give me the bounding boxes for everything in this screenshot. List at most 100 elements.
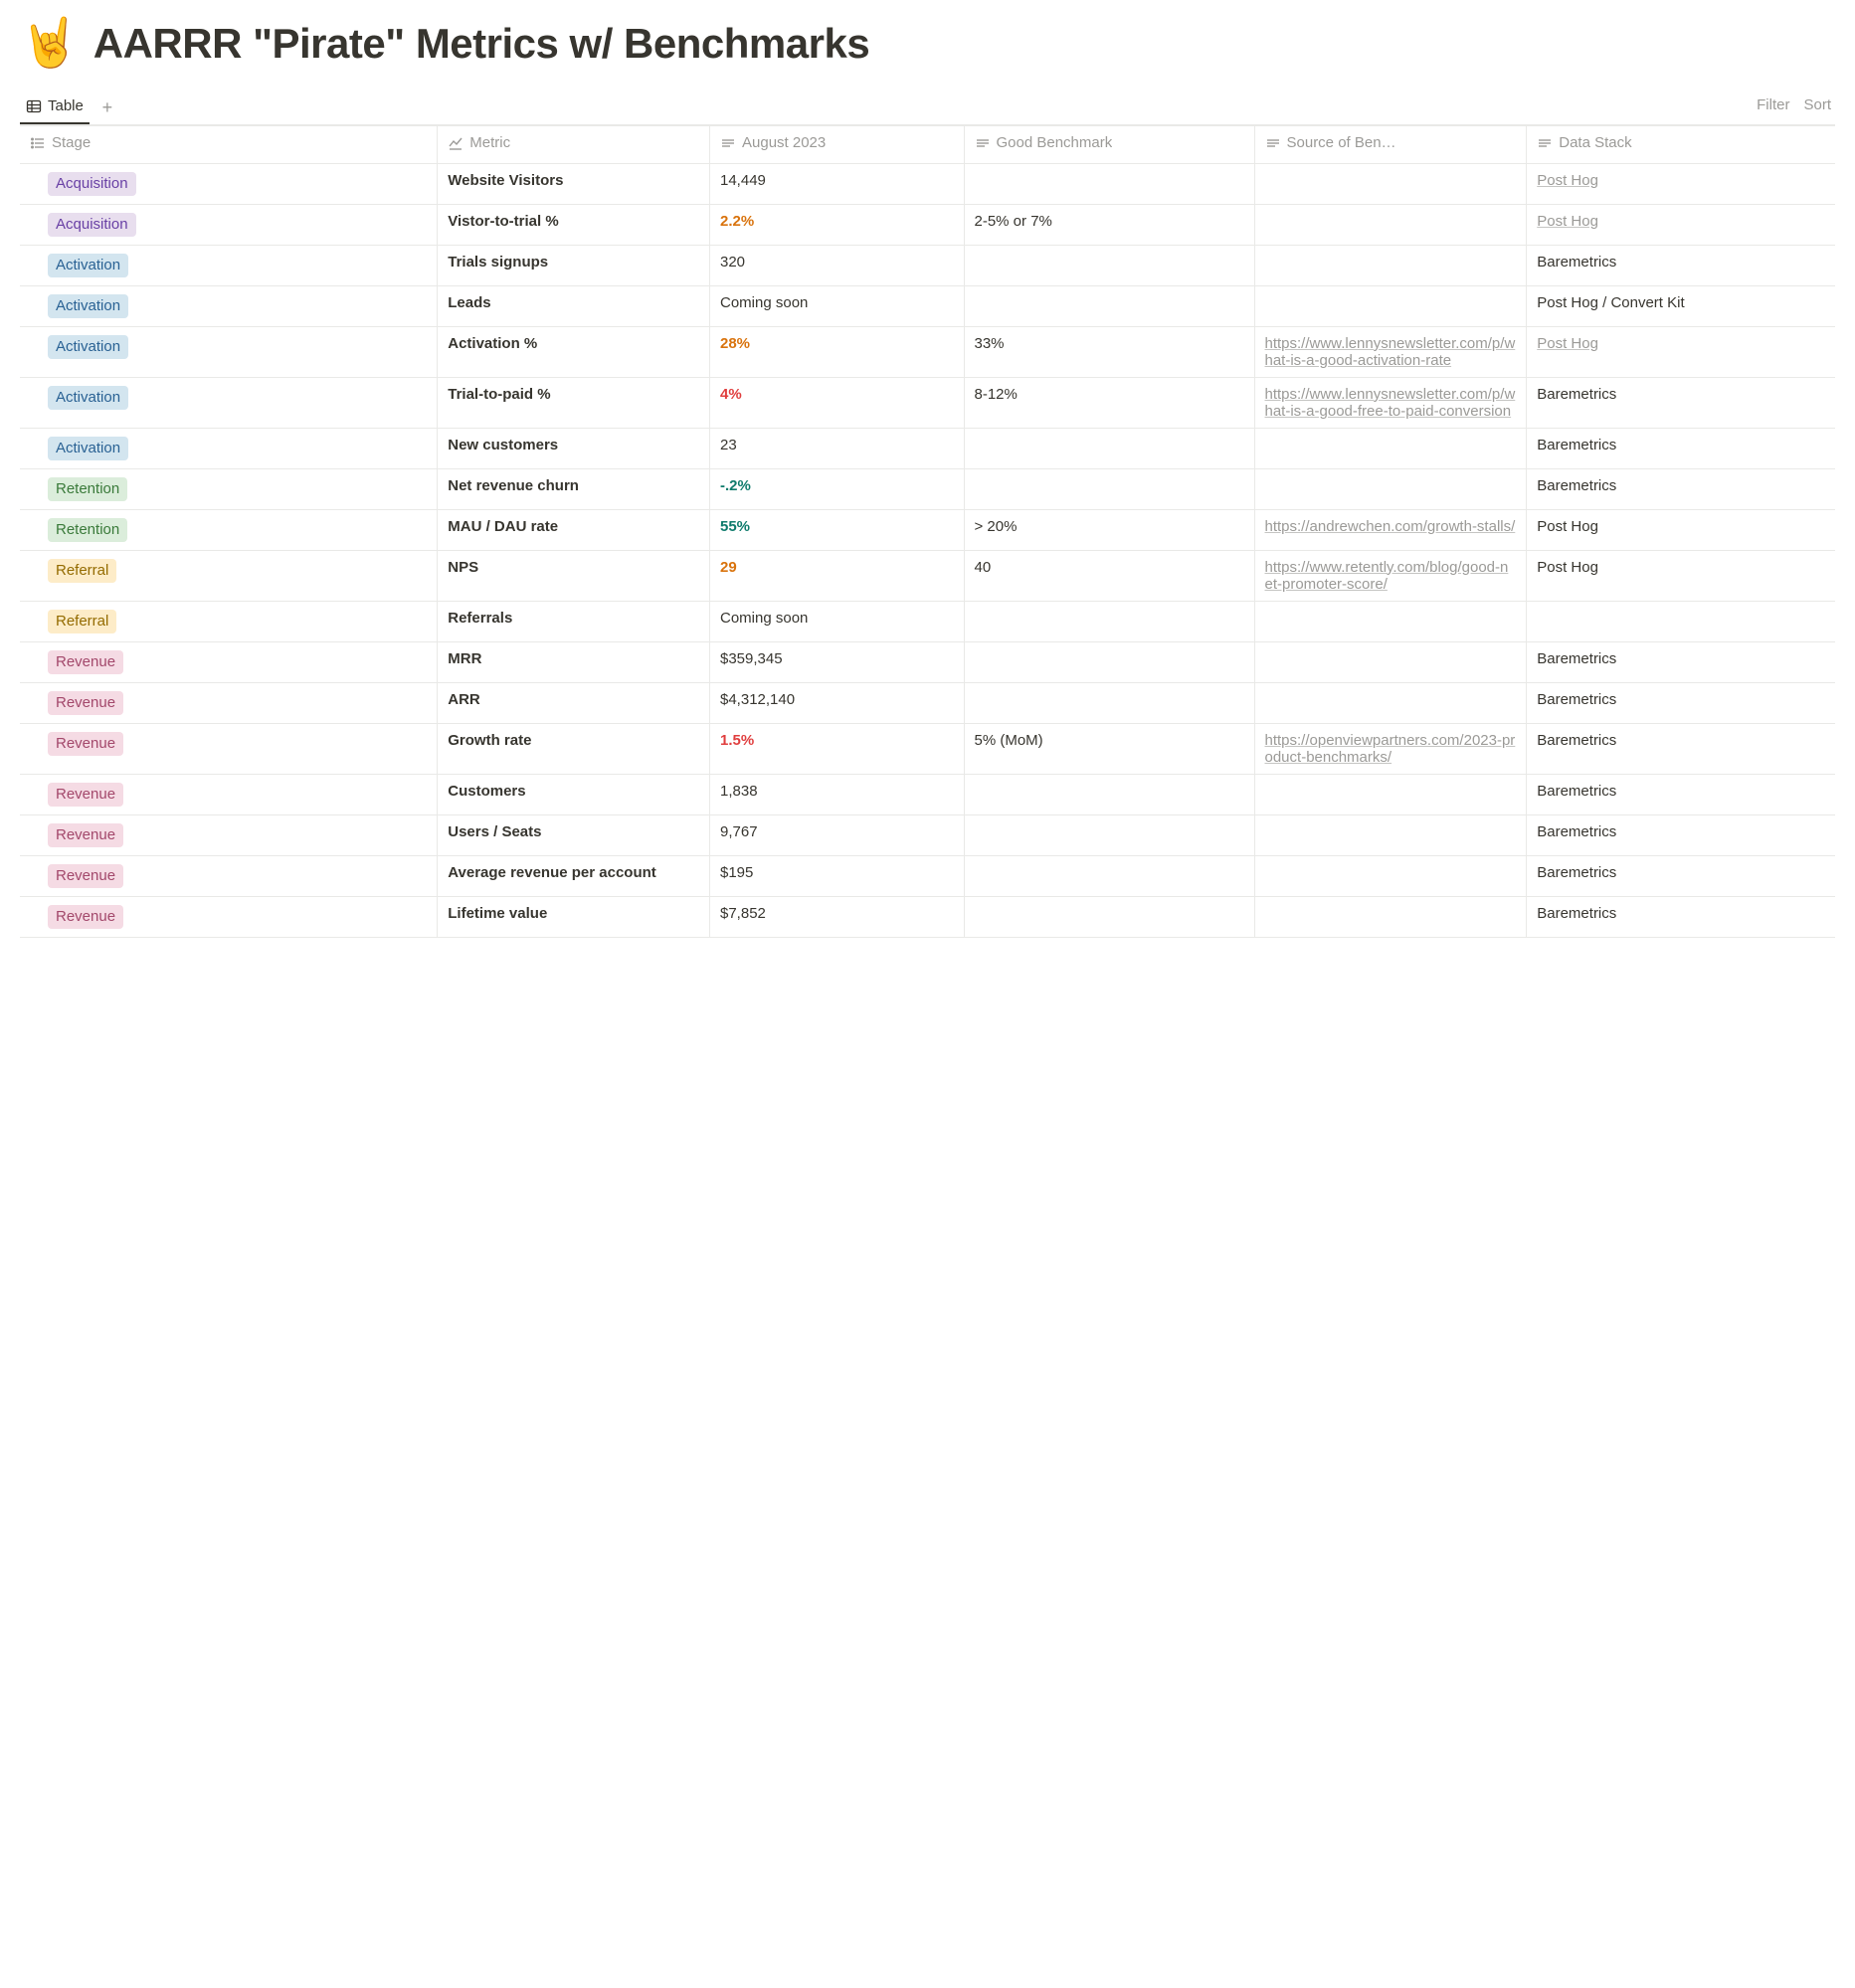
column-label: Metric xyxy=(469,134,510,151)
page-emoji-icon: 🤘 xyxy=(20,20,80,68)
cell-stack: Post Hog xyxy=(1527,163,1835,204)
cell-benchmark: 2-5% or 7% xyxy=(964,204,1254,245)
cell-metric: Leads xyxy=(438,285,710,326)
metric-name: Users / Seats xyxy=(448,823,541,840)
metric-value: 9,767 xyxy=(720,823,758,840)
source-link[interactable]: https://www.lennysnewsletter.com/p/what-… xyxy=(1265,386,1516,420)
benchmark-value: 5% (MoM) xyxy=(975,732,1043,749)
table-row[interactable]: RetentionNet revenue churn-.2%Baremetric… xyxy=(20,468,1835,509)
table-row[interactable]: RevenueCustomers1,838Baremetrics xyxy=(20,774,1835,814)
stack-value: Post Hog xyxy=(1537,559,1598,576)
table-row[interactable]: AcquisitionVistor-to-trial %2.2%2-5% or … xyxy=(20,204,1835,245)
cell-value: 14,449 xyxy=(710,163,965,204)
cell-value: $7,852 xyxy=(710,896,965,937)
cell-metric: Trials signups xyxy=(438,245,710,285)
benchmark-value: 8-12% xyxy=(975,386,1018,403)
table-row[interactable]: RetentionMAU / DAU rate55%> 20%https://a… xyxy=(20,509,1835,550)
cell-stage: Retention xyxy=(20,509,438,550)
cell-stack: Post Hog xyxy=(1527,326,1835,377)
cell-benchmark xyxy=(964,855,1254,896)
column-header-stack[interactable]: Data Stack xyxy=(1527,126,1835,164)
cell-benchmark: 8-12% xyxy=(964,377,1254,428)
cell-metric: Referrals xyxy=(438,601,710,641)
metric-name: MRR xyxy=(448,650,481,667)
filter-button[interactable]: Filter xyxy=(1757,96,1789,113)
cell-metric: Vistor-to-trial % xyxy=(438,204,710,245)
stack-link[interactable]: Post Hog xyxy=(1537,213,1598,230)
cell-benchmark: > 20% xyxy=(964,509,1254,550)
cell-benchmark: 5% (MoM) xyxy=(964,723,1254,774)
source-link[interactable]: https://www.lennysnewsletter.com/p/what-… xyxy=(1265,335,1516,369)
table-row[interactable]: RevenueGrowth rate1.5%5% (MoM)https://op… xyxy=(20,723,1835,774)
table-row[interactable]: RevenueUsers / Seats9,767Baremetrics xyxy=(20,814,1835,855)
table-row[interactable]: RevenueAverage revenue per account$195Ba… xyxy=(20,855,1835,896)
column-header-source[interactable]: Source of Ben… xyxy=(1254,126,1527,164)
add-view-button[interactable]: + xyxy=(95,96,119,120)
source-link[interactable]: https://openviewpartners.com/2023-produc… xyxy=(1265,732,1516,766)
metric-value: Coming soon xyxy=(720,610,808,627)
benchmark-value: 2-5% or 7% xyxy=(975,213,1052,230)
cell-source xyxy=(1254,601,1527,641)
cell-benchmark xyxy=(964,774,1254,814)
table-row[interactable]: RevenueLifetime value$7,852Baremetrics xyxy=(20,896,1835,937)
source-link[interactable]: https://www.retently.com/blog/good-net-p… xyxy=(1265,559,1509,593)
stack-value: Baremetrics xyxy=(1537,437,1616,453)
table-row[interactable]: ActivationTrials signups320Baremetrics xyxy=(20,245,1835,285)
metric-name: Customers xyxy=(448,783,525,800)
column-header-stage[interactable]: Stage xyxy=(20,126,438,164)
metric-name: New customers xyxy=(448,437,558,453)
table-row[interactable]: AcquisitionWebsite Visitors14,449Post Ho… xyxy=(20,163,1835,204)
tab-table[interactable]: Table xyxy=(20,91,90,124)
cell-metric: Net revenue churn xyxy=(438,468,710,509)
cell-stage: Retention xyxy=(20,468,438,509)
table-row[interactable]: ReferralNPS2940https://www.retently.com/… xyxy=(20,550,1835,601)
stack-value: Baremetrics xyxy=(1537,691,1616,708)
cell-metric: Growth rate xyxy=(438,723,710,774)
cell-source xyxy=(1254,855,1527,896)
cell-value: 1.5% xyxy=(710,723,965,774)
table-row[interactable]: ActivationTrial-to-paid %4%8-12%https://… xyxy=(20,377,1835,428)
cell-stage: Referral xyxy=(20,601,438,641)
column-header-value[interactable]: August 2023 xyxy=(710,126,965,164)
tab-table-label: Table xyxy=(48,97,84,114)
column-label: Stage xyxy=(52,134,91,151)
stack-value: Baremetrics xyxy=(1537,386,1616,403)
metric-name: Average revenue per account xyxy=(448,864,656,881)
cell-source: https://www.lennysnewsletter.com/p/what-… xyxy=(1254,377,1527,428)
column-header-metric[interactable]: Metric xyxy=(438,126,710,164)
stage-tag: Activation xyxy=(48,335,128,359)
benchmark-value: > 20% xyxy=(975,518,1018,535)
metric-name: Trials signups xyxy=(448,254,548,271)
table-row[interactable]: ActivationActivation %28%33%https://www.… xyxy=(20,326,1835,377)
source-link[interactable]: https://andrewchen.com/growth-stalls/ xyxy=(1265,518,1516,535)
cell-value: $359,345 xyxy=(710,641,965,682)
cell-metric: MAU / DAU rate xyxy=(438,509,710,550)
metric-value: 29 xyxy=(720,559,737,576)
cell-metric: MRR xyxy=(438,641,710,682)
cell-stage: Activation xyxy=(20,377,438,428)
cell-stack: Baremetrics xyxy=(1527,377,1835,428)
cell-stack: Post Hog / Convert Kit xyxy=(1527,285,1835,326)
table-row[interactable]: ActivationLeadsComing soonPost Hog / Con… xyxy=(20,285,1835,326)
table-row[interactable]: RevenueARR$4,312,140Baremetrics xyxy=(20,682,1835,723)
view-toolbar: Table + Filter Sort xyxy=(20,91,1835,125)
cell-stage: Revenue xyxy=(20,896,438,937)
cell-source xyxy=(1254,814,1527,855)
cell-source xyxy=(1254,774,1527,814)
stack-link[interactable]: Post Hog xyxy=(1537,335,1598,352)
stage-tag: Revenue xyxy=(48,905,123,929)
sort-button[interactable]: Sort xyxy=(1803,96,1831,113)
stage-tag: Activation xyxy=(48,386,128,410)
cell-source xyxy=(1254,682,1527,723)
table-row[interactable]: RevenueMRR$359,345Baremetrics xyxy=(20,641,1835,682)
column-header-benchmark[interactable]: Good Benchmark xyxy=(964,126,1254,164)
metric-name: Activation % xyxy=(448,335,537,352)
metrics-table: Stage Metric August 2023Good BenchmarkSour… xyxy=(20,125,1835,938)
table-row[interactable]: ReferralReferrals Coming soon xyxy=(20,601,1835,641)
stack-link[interactable]: Post Hog xyxy=(1537,172,1598,189)
stage-tag: Retention xyxy=(48,518,127,542)
table-row[interactable]: ActivationNew customers23Baremetrics xyxy=(20,428,1835,468)
cell-source xyxy=(1254,468,1527,509)
stack-value: Baremetrics xyxy=(1537,783,1616,800)
cell-benchmark: 33% xyxy=(964,326,1254,377)
